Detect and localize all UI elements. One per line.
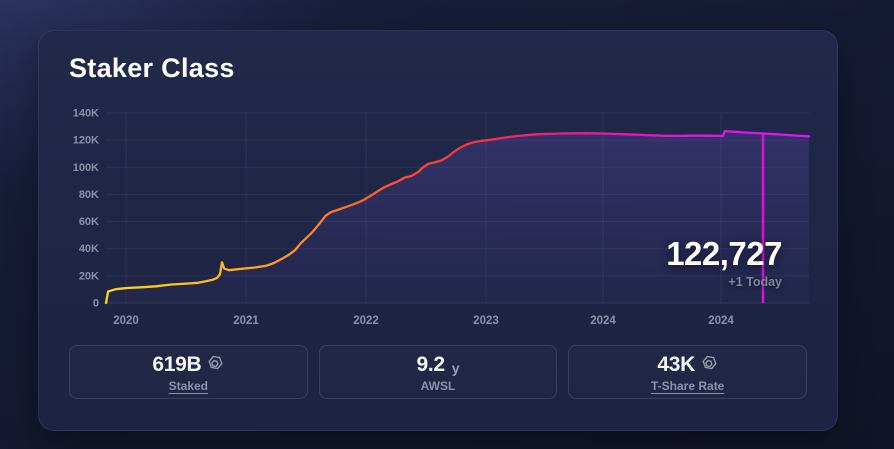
awsl-unit: y [451, 359, 460, 376]
stat-value-line: 9.2 y [416, 354, 459, 375]
y-tick-label: 0 [93, 298, 99, 310]
staked-value: 619B [152, 352, 202, 376]
y-tick-label: 120K [73, 135, 99, 147]
x-tick-label: 2023 [473, 315, 499, 327]
stats-row: 619B Staked 9.2 y AWSL [69, 345, 808, 399]
y-tick-label: 100K [73, 162, 99, 174]
y-tick-label: 60K [79, 216, 99, 228]
y-tick-label: 20K [79, 270, 99, 282]
awsl-value: 9.2 [416, 352, 445, 376]
page-title: Staker Class [69, 53, 235, 83]
staker-class-card: Staker Class 0 20K 40K 60K 80K 100K 120K 140K 20… [38, 30, 838, 431]
x-tick-label: 2021 [233, 315, 259, 327]
tshare-rate-value: 43K [657, 352, 695, 376]
chart-tooltip: 122,727 +1 Today [666, 235, 782, 289]
x-tick-label: 2024 [590, 315, 616, 327]
staker-chart[interactable]: 0 20K 40K 60K 80K 100K 120K 140K 2020 2021 2022 202… [39, 31, 839, 432]
stat-value-line: 43K [657, 354, 718, 375]
y-tick-label: 40K [79, 243, 99, 255]
stat-box-staked[interactable]: 619B Staked [69, 345, 308, 399]
staker-series-line [104, 130, 811, 305]
stat-box-tshare-rate[interactable]: 43K T-Share Rate [568, 345, 808, 399]
x-tick-label: 2024 [708, 315, 734, 327]
stat-value-line: 619B [152, 354, 224, 375]
stat-box-awsl[interactable]: 9.2 y AWSL [318, 345, 558, 399]
change-today: +1 Today [728, 274, 782, 289]
tshare-rate-label[interactable]: T-Share Rate [651, 378, 725, 393]
y-tick-label: 80K [79, 189, 99, 201]
hex-icon [701, 354, 718, 375]
x-tick-label: 2022 [353, 315, 379, 327]
awsl-label: AWSL [420, 378, 456, 393]
staked-label[interactable]: Staked [168, 378, 209, 393]
x-tick-label: 2020 [113, 315, 139, 327]
hex-icon [207, 354, 224, 375]
current-staker-count: 122,727 [666, 235, 782, 272]
y-tick-label: 140K [73, 108, 99, 120]
